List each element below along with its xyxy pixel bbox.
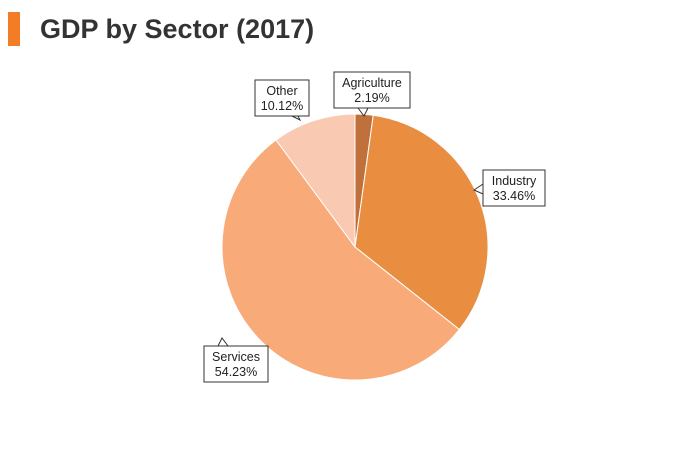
slice-value-label: 10.12% xyxy=(261,99,303,113)
slice-label: Agriculture xyxy=(342,76,402,90)
pie-slice-industry[interactable] xyxy=(354,114,489,331)
slice-label: Industry xyxy=(492,174,537,188)
pie-slice-services[interactable] xyxy=(221,139,461,381)
pie-slice-other[interactable] xyxy=(275,113,356,249)
callout-box xyxy=(482,169,546,207)
slice-label: Other xyxy=(266,84,297,98)
callout-box xyxy=(333,71,411,109)
callout-pointer xyxy=(357,107,369,117)
slice-label: Services xyxy=(212,350,260,364)
callout-box xyxy=(254,79,310,117)
callout-box xyxy=(203,345,269,383)
chart-title: GDP by Sector (2017) xyxy=(40,14,315,44)
slice-value-label: 54.23% xyxy=(215,365,257,379)
slice-value-label: 2.19% xyxy=(354,91,389,105)
title-accent-bar xyxy=(8,12,20,46)
slice-value-label: 33.46% xyxy=(493,189,535,203)
callout-pointer xyxy=(291,115,302,122)
callout-pointer xyxy=(472,183,484,195)
callout-pointer xyxy=(217,337,229,347)
